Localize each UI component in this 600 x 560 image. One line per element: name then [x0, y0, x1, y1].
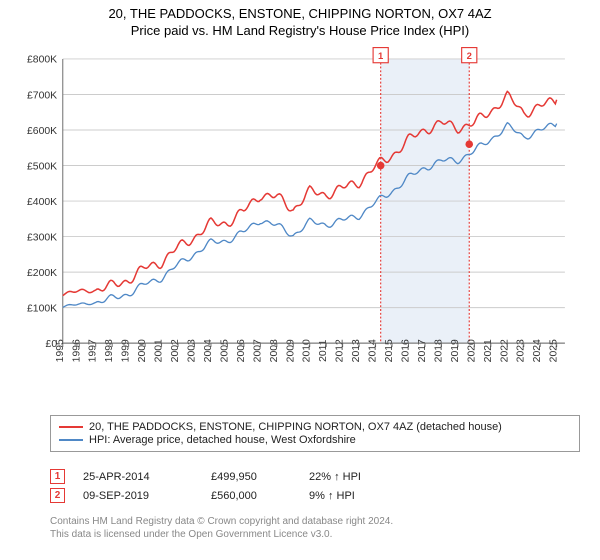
- x-tick-label: 2002: [170, 339, 181, 362]
- attribution-line-2: This data is licensed under the Open Gov…: [50, 528, 393, 541]
- x-tick-label: 2019: [450, 339, 461, 362]
- series-property: [63, 91, 557, 295]
- y-tick-label: £800K: [27, 55, 57, 66]
- transaction-row-badge: 1: [50, 469, 65, 484]
- x-tick-label: 2003: [186, 339, 197, 362]
- x-tick-label: 2017: [417, 339, 428, 362]
- title-line-1: 20, THE PADDOCKS, ENSTONE, CHIPPING NORT…: [0, 6, 600, 21]
- plot-area: £0£100K£200K£300K£400K£500K£600K£700K£80…: [50, 60, 580, 390]
- transaction-marker: [465, 140, 473, 148]
- x-tick-label: 2000: [137, 339, 148, 362]
- transaction-badge-text: 2: [467, 51, 472, 62]
- x-tick-label: 2024: [532, 339, 543, 362]
- chart-container: 20, THE PADDOCKS, ENSTONE, CHIPPING NORT…: [0, 0, 600, 560]
- legend-label: HPI: Average price, detached house, West…: [89, 434, 356, 446]
- attribution: Contains HM Land Registry data © Crown c…: [50, 515, 393, 541]
- y-tick-label: £500K: [27, 161, 57, 172]
- transaction-table: 1 25-APR-2014 £499,950 22% ↑ HPI 2 09-SEP-201…: [50, 465, 399, 507]
- x-tick-label: 2012: [335, 339, 346, 362]
- x-tick-label: 2013: [351, 339, 362, 362]
- attribution-line-1: Contains HM Land Registry data © Crown c…: [50, 515, 393, 528]
- x-tick-label: 2018: [433, 339, 444, 362]
- x-tick-label: 2022: [499, 339, 510, 362]
- x-tick-label: 2007: [252, 339, 263, 362]
- x-tick-label: 1995: [55, 339, 66, 362]
- x-tick-label: 2006: [236, 339, 247, 362]
- y-tick-label: £400K: [27, 197, 57, 208]
- x-tick-label: 2010: [302, 339, 313, 362]
- transaction-marker: [377, 162, 385, 170]
- y-tick-label: £600K: [27, 126, 57, 137]
- x-tick-label: 2015: [384, 339, 395, 362]
- x-tick-label: 1998: [104, 339, 115, 362]
- chart-svg: £0£100K£200K£300K£400K£500K£600K£700K£80…: [6, 40, 580, 400]
- transaction-date: 09-SEP-2019: [83, 490, 193, 502]
- series-hpi: [63, 123, 557, 308]
- x-tick-label: 2009: [285, 339, 296, 362]
- legend-item: HPI: Average price, detached house, West…: [59, 434, 571, 446]
- x-tick-label: 2016: [401, 339, 412, 362]
- x-tick-label: 1997: [88, 339, 99, 362]
- x-tick-label: 2001: [154, 339, 165, 362]
- x-tick-label: 2014: [368, 339, 379, 362]
- x-tick-label: 2020: [466, 339, 477, 362]
- legend-item: 20, THE PADDOCKS, ENSTONE, CHIPPING NORT…: [59, 421, 571, 433]
- x-tick-label: 2023: [516, 339, 527, 362]
- x-tick-label: 2005: [219, 339, 230, 362]
- legend-swatch: [59, 439, 83, 441]
- transaction-price: £560,000: [211, 490, 291, 502]
- legend: 20, THE PADDOCKS, ENSTONE, CHIPPING NORT…: [50, 415, 580, 452]
- y-tick-label: £100K: [27, 303, 57, 314]
- title-line-2: Price paid vs. HM Land Registry's House …: [0, 23, 600, 38]
- transaction-price: £499,950: [211, 471, 291, 483]
- transaction-diff: 9% ↑ HPI: [309, 490, 399, 502]
- transaction-date: 25-APR-2014: [83, 471, 193, 483]
- x-tick-label: 2021: [483, 339, 494, 362]
- x-tick-label: 1996: [71, 339, 82, 362]
- transaction-row: 1 25-APR-2014 £499,950 22% ↑ HPI: [50, 469, 399, 484]
- title-block: 20, THE PADDOCKS, ENSTONE, CHIPPING NORT…: [0, 0, 600, 38]
- legend-swatch: [59, 426, 83, 428]
- x-tick-label: 1999: [121, 339, 132, 362]
- y-tick-label: £200K: [27, 268, 57, 279]
- y-tick-label: £300K: [27, 232, 57, 243]
- transaction-row-badge: 2: [50, 488, 65, 503]
- x-tick-label: 2025: [549, 339, 560, 362]
- transaction-diff: 22% ↑ HPI: [309, 471, 399, 483]
- x-tick-label: 2004: [203, 339, 214, 362]
- x-tick-label: 2008: [269, 339, 280, 362]
- legend-label: 20, THE PADDOCKS, ENSTONE, CHIPPING NORT…: [89, 421, 502, 433]
- transaction-badge-text: 1: [378, 51, 383, 62]
- y-tick-label: £700K: [27, 90, 57, 101]
- transaction-row: 2 09-SEP-2019 £560,000 9% ↑ HPI: [50, 488, 399, 503]
